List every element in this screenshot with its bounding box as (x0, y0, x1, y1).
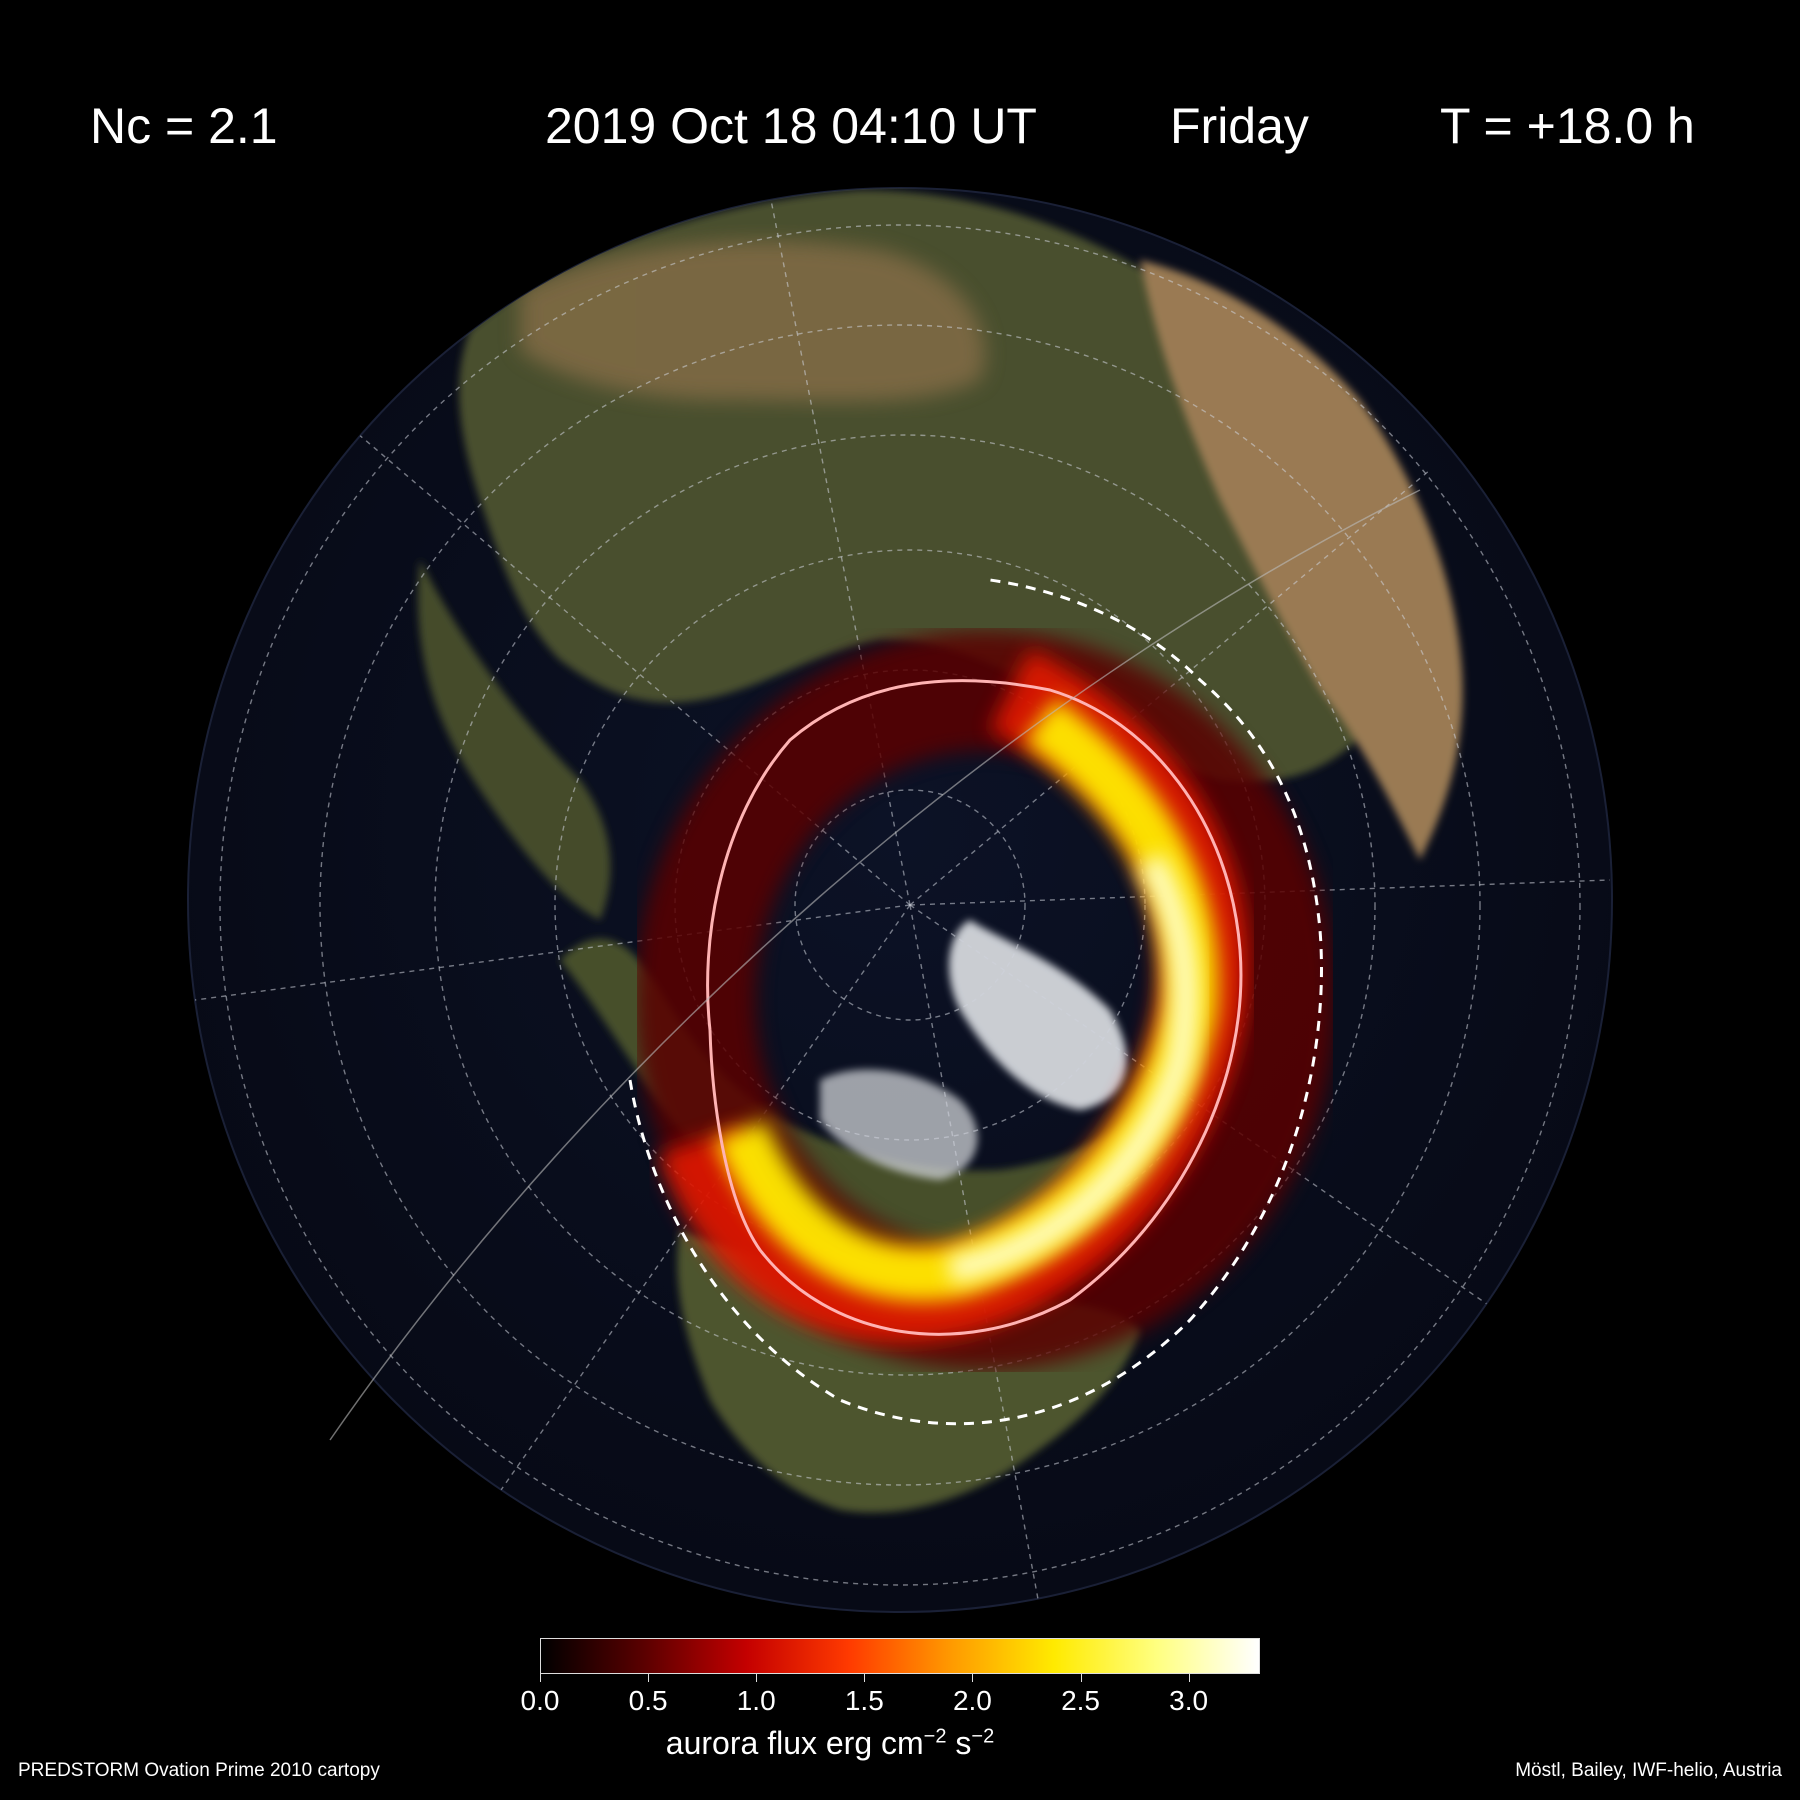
colorbar-tick-mark (864, 1674, 866, 1682)
land-eurasia-desert (520, 240, 986, 402)
footer-credit-left: PREDSTORM Ovation Prime 2010 cartopy (18, 1760, 380, 1781)
meridian-7 (194, 904, 911, 1001)
meridian-1 (769, 194, 911, 906)
latitude-circle-70 (674, 669, 1146, 1141)
weekday-label: Friday (1170, 98, 1309, 154)
colorbar-tick-label: 2.0 (952, 1685, 992, 1716)
latitude-circle-80 (794, 789, 1026, 1021)
colorbar-tick-mark (1080, 1674, 1082, 1682)
colorbar-tick-mark (1188, 1674, 1190, 1682)
view-line (628, 578, 1323, 1426)
datetime-label: 2019 Oct 18 04:10 UT (545, 98, 1037, 154)
colorbar-tick-mark (972, 1674, 974, 1682)
colorbar-tick-mark (756, 1674, 758, 1682)
land-north-america (560, 938, 1202, 1252)
land-africa (1140, 260, 1463, 860)
meridian-8 (329, 409, 911, 906)
latitude-circle-50 (434, 434, 1376, 1376)
colorbar-label: aurora flux erg cm−2 s−2 (665, 1725, 995, 1761)
latitude-circle-30 (219, 224, 1581, 1586)
colorbar-tick-label: 1.5 (844, 1685, 884, 1716)
meridian-2 (909, 469, 1431, 906)
lead-time-label: T = +18.0 h (1440, 98, 1695, 154)
colorbar-tick-label: 2.5 (1061, 1685, 1100, 1716)
terminator-line (329, 489, 1421, 1441)
colorbar-tick-mark (540, 1674, 541, 1682)
colorbar (540, 1638, 1260, 1674)
colorbar-tick-label: 3.0 (1169, 1685, 1209, 1716)
colorbar-tick-label: 0.5 (628, 1685, 668, 1716)
colorbar-tick-label: 1.0 (736, 1685, 776, 1716)
ice-greenland (949, 920, 1127, 1110)
colorbar-tick-mark (648, 1674, 650, 1682)
aurora-boundary-line (706, 679, 1243, 1336)
colorbar-tick-label: 0.0 (520, 1685, 560, 1716)
latitude-circle-40 (319, 324, 1481, 1486)
nc-label: Nc = 2.1 (90, 98, 278, 154)
auroral-oval (635, 630, 1335, 1370)
ice-arctic-islands (820, 1069, 978, 1180)
footer-credit-right: Möstl, Bailey, IWF-helio, Austria (1515, 1760, 1782, 1781)
